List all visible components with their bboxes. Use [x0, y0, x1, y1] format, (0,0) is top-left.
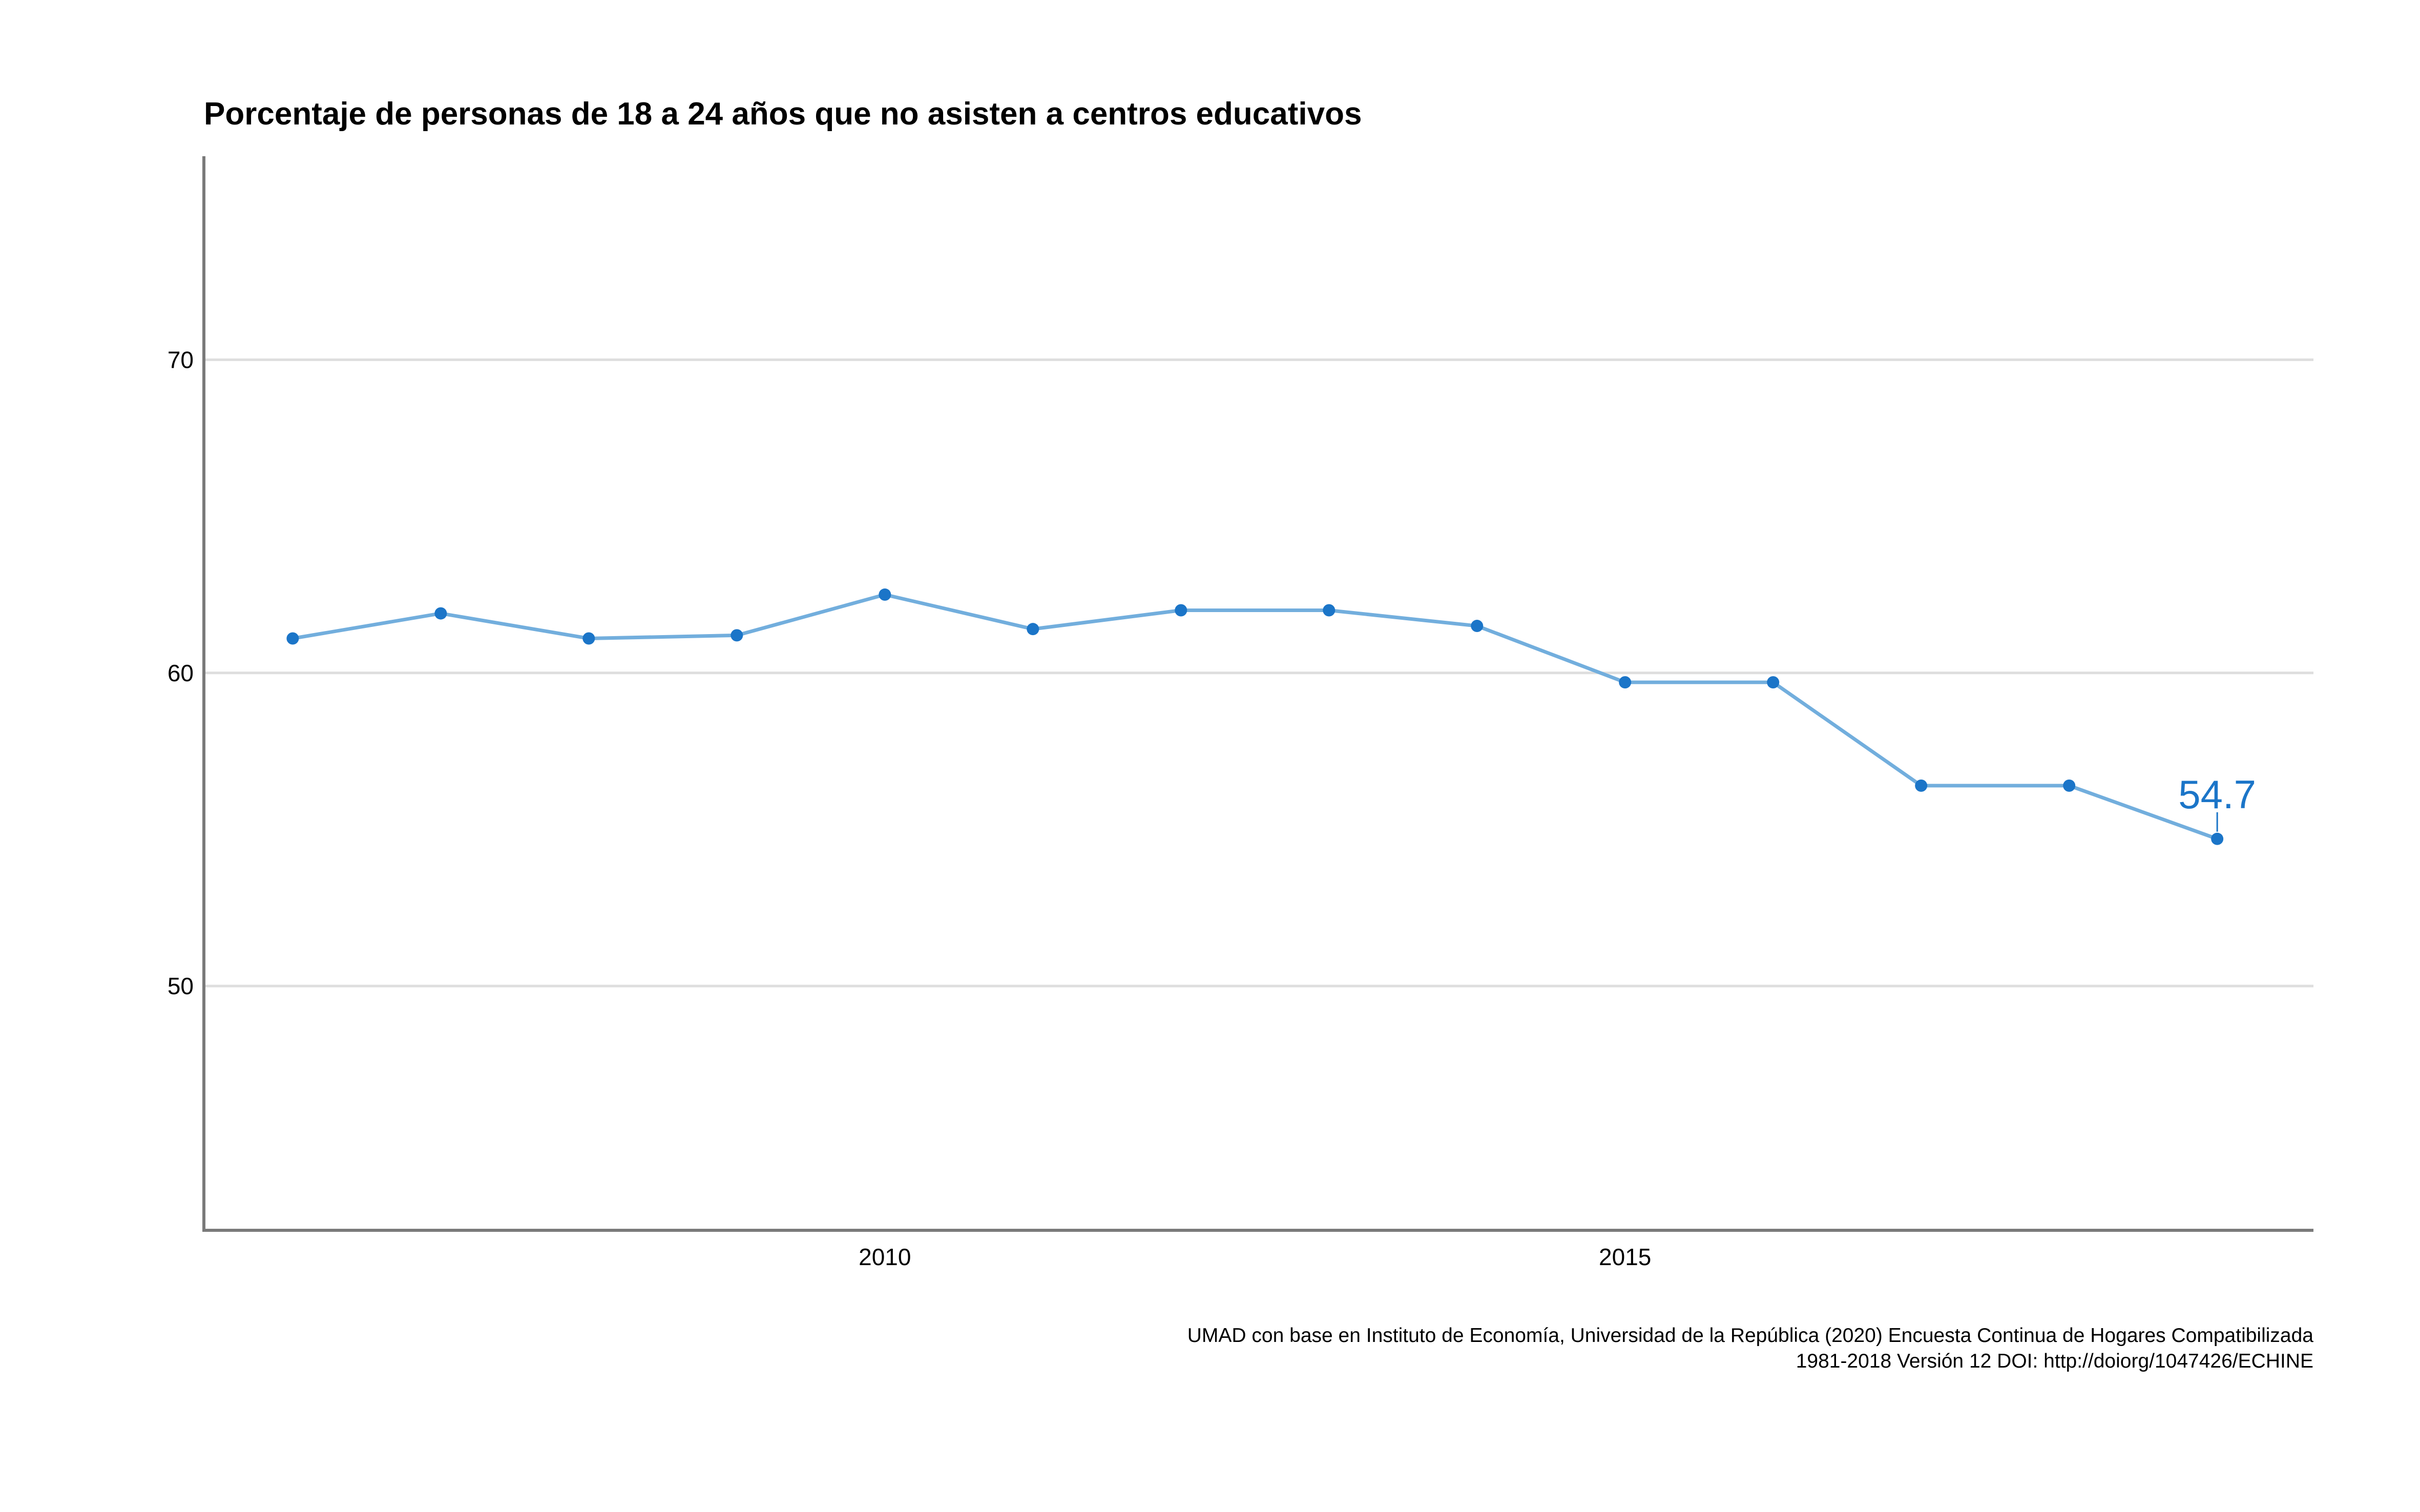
data-point-2019 — [2211, 832, 2224, 845]
data-point-2014 — [1471, 620, 1484, 633]
axes — [202, 156, 2313, 1232]
data-point-2007 — [434, 607, 447, 620]
data-point-2012 — [1175, 604, 1187, 617]
series-line-segment-2009-2010 — [735, 593, 887, 637]
series-line-segment-2016-2017 — [1771, 680, 1923, 788]
y-tick-label-60: 60 — [168, 660, 194, 686]
caption-line-2: 1981-2018 Versión 12 DOI: http://doiorg/… — [1796, 1350, 2313, 1372]
y-tick-label-50: 50 — [168, 973, 194, 999]
data-point-2011 — [1027, 623, 1039, 636]
series-line-segment-2014-2015 — [1475, 624, 1627, 684]
series-lines — [290, 593, 2219, 841]
data-point-2013 — [1323, 604, 1336, 617]
gridlines — [204, 358, 2313, 988]
x-tick-labels: 2010 2015 — [859, 1244, 1651, 1270]
y-tick-label-70: 70 — [168, 346, 194, 373]
series-line-segment-2011-2012 — [1031, 608, 1183, 631]
series-line-segment-2013-2014 — [1327, 608, 1479, 628]
data-label-2019: 54.7 — [2178, 772, 2256, 817]
caption-line-1: UMAD con base en Instituto de Economía, … — [1187, 1325, 2314, 1347]
data-point-2016 — [1767, 676, 1780, 689]
data-point-2018 — [2063, 779, 2076, 792]
data-point-2010 — [879, 588, 891, 601]
x-tick-label-2010: 2010 — [859, 1244, 911, 1270]
x-tick-label-2015: 2015 — [1599, 1244, 1651, 1270]
data-point-2015 — [1619, 676, 1632, 689]
series-line-segment-2008-2009 — [587, 633, 739, 641]
chart-title: Porcentaje de personas de 18 a 24 años q… — [204, 96, 1362, 132]
annotations: 54.7 — [2178, 772, 2256, 832]
series-line-segment-2018-2019 — [2067, 784, 2219, 841]
data-point-2006 — [286, 632, 299, 645]
series-points — [286, 588, 2224, 845]
y-tick-labels: 50 60 70 — [168, 346, 194, 999]
series-line-segment-2007-2008 — [439, 612, 591, 641]
data-point-2009 — [731, 629, 743, 642]
data-point-2017 — [1915, 779, 1928, 792]
series-line-segment-2006-2007 — [290, 612, 443, 641]
series-line-segment-2010-2011 — [883, 593, 1035, 631]
data-point-2008 — [582, 632, 595, 645]
